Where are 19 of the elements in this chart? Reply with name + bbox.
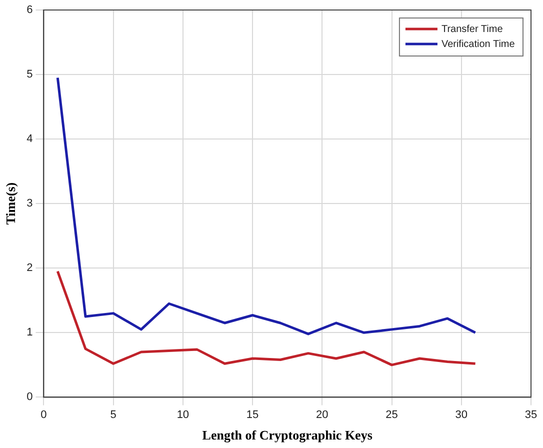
y-tick-label: 5 xyxy=(26,68,33,81)
x-tick-label: 30 xyxy=(455,408,468,421)
y-tick-label: 0 xyxy=(26,391,33,404)
x-tick-label: 5 xyxy=(110,408,116,421)
y-tick-label: 1 xyxy=(26,326,33,339)
x-tick-label: 15 xyxy=(246,408,259,421)
y-tick-label: 6 xyxy=(26,4,33,16)
x-tick-label: 0 xyxy=(40,408,47,421)
legend-label: Verification Time xyxy=(441,38,516,50)
x-tick-label: 20 xyxy=(316,408,328,421)
x-tick-label: 25 xyxy=(386,408,398,421)
y-axis-title: Time(s) xyxy=(3,182,18,225)
y-tick-label: 4 xyxy=(26,133,33,146)
y-tick-label: 2 xyxy=(26,262,33,274)
x-tick-label: 10 xyxy=(176,408,190,421)
y-tick-label: 3 xyxy=(26,198,33,210)
x-axis-title: Length of Cryptographic Keys xyxy=(202,428,372,443)
x-tick-label: 35 xyxy=(524,408,538,421)
legend-label: Transfer Time xyxy=(441,24,504,35)
